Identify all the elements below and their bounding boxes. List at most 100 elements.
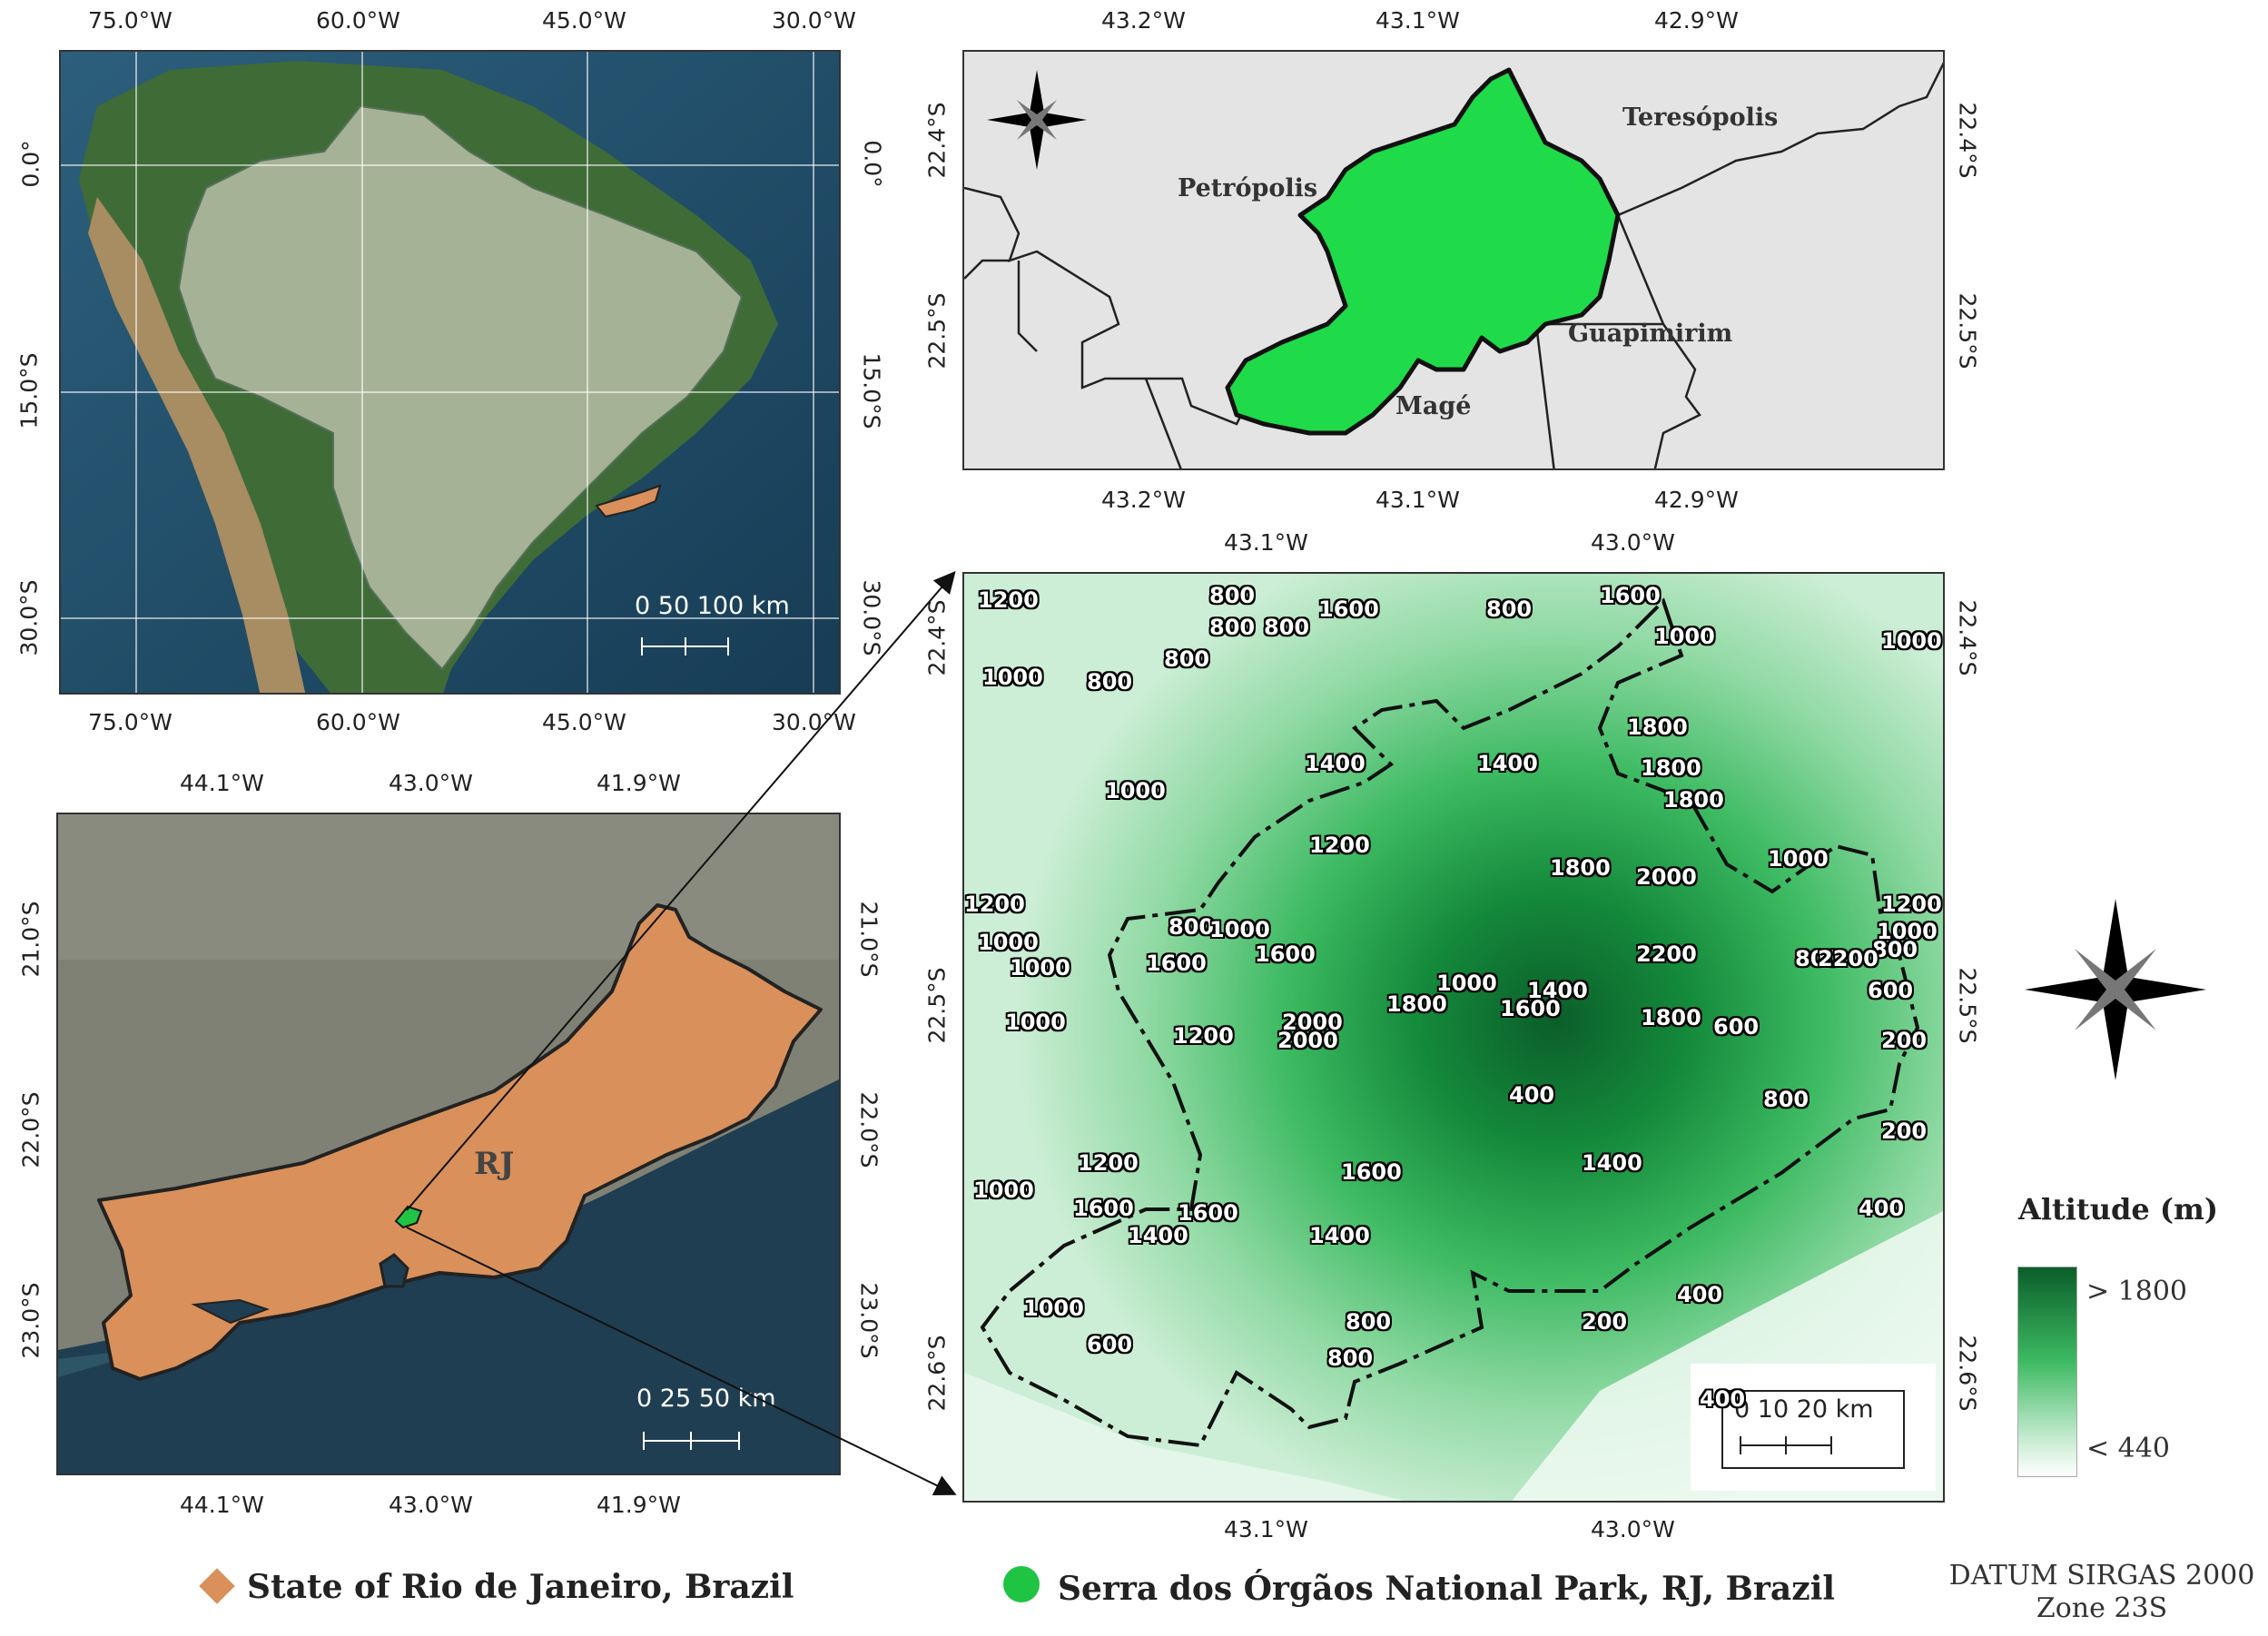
contour-label: 1200 [1078,1150,1139,1176]
tick-label: 43.0°W [1591,1516,1675,1542]
datum-label: DATUM SIRGAS 2000 Zone 23S [1943,1560,2261,1625]
contour-label: 800 [1209,583,1256,608]
contour-label: 1200 [1173,1023,1234,1049]
tick-label: 43.1°W [1376,487,1460,513]
contour-label: 1000 [1654,624,1715,649]
contour-label: 400 [1700,1386,1746,1412]
tick-label: 41.9°W [597,770,681,796]
contour-label: 1000 [973,1178,1034,1203]
contour-label: 1800 [1550,855,1611,881]
tick-label: 75.0°W [88,7,173,34]
contour-label: 800 [1486,596,1533,622]
south-america-map: 0 50 100 km [59,50,841,695]
contour-label: 1200 [978,587,1039,613]
contour-label: 600 [1868,978,1914,1003]
tick-label: 43.1°W [1224,529,1308,556]
contour-label: 1000 [978,930,1039,955]
municipality-label: Magé [1395,392,1472,420]
contour-label: 1000 [1877,919,1938,944]
rj-state-label: RJ [474,1146,515,1182]
contour-label: 1200 [964,892,1025,917]
contour-label: 1000 [1005,1010,1066,1035]
tick-label: 30.0°W [772,709,856,735]
contour-label: 1000 [982,665,1043,690]
contour-label: 1600 [1073,1196,1134,1221]
contour-label: 800 [1327,1345,1374,1371]
legend-title: Altitude (m) [2018,1192,2218,1227]
contour-label: 1800 [1663,787,1724,813]
contour-label: 1600 [1500,996,1561,1021]
north-arrow [987,70,1087,170]
contour-label: 1600 [1600,583,1661,608]
tick-label: 44.1°W [180,770,264,796]
tick-label: 43.0°W [389,770,473,796]
tick-label: 43.0°W [389,1492,473,1518]
contour-label: 1800 [1641,755,1701,781]
tick-label: 42.9°W [1654,7,1739,34]
contour-label: 1600 [1146,951,1207,976]
tick-label: 43.2°W [1101,487,1186,513]
tick-label: 42.9°W [1654,487,1739,513]
park-legend-swatch [1003,1566,1040,1602]
contour-label: 800 [1169,914,1215,940]
contour-label: 200 [1582,1309,1628,1335]
contour-label: 1600 [1178,1200,1238,1226]
contour-label: 2000 [1282,1010,1343,1035]
contour-label: 1000 [1010,955,1070,981]
south-america-satellite [61,52,839,693]
municipal-boundaries [964,52,1943,468]
tick-label: 43.0°W [1591,529,1675,556]
contour-label: 800 [1763,1087,1809,1112]
tick-label: 45.0°W [542,7,626,34]
contour-label: 2000 [1277,1028,1338,1053]
altitude-surface [964,574,1943,1501]
graticule [61,52,839,693]
contour-label: 1400 [1582,1150,1642,1176]
contour-label: 800 [1087,669,1133,695]
tick-label: 43.1°W [1224,1516,1308,1542]
contour-label: 1400 [1527,978,1588,1003]
contour-label: 1800 [1641,1005,1701,1030]
contour-label: 1200 [1881,892,1942,917]
contour-label: 2000 [1636,864,1697,890]
contour-label: 800 [1872,937,1918,962]
scale-bar [643,1432,740,1450]
contour-label: 1000 [1881,628,1942,654]
contour-label: 1000 [1105,778,1166,803]
park-boundary [980,597,1920,1448]
contour-label: 200 [1881,1119,1928,1144]
legend-low-label: < 440 [2086,1433,2170,1464]
municipality-label: Teresópolis [1622,103,1779,132]
contour-label: 200 [1881,1028,1928,1053]
rj-state-map: RJ 0 25 50 km [56,813,841,1475]
legend-high-label: > 1800 [2086,1276,2188,1307]
tick-label: 43.1°W [1376,7,1460,34]
contour-label: 800 [1346,1309,1392,1335]
tick-label: 75.0°W [88,709,173,735]
scale-bar [641,637,729,655]
contour-label: 600 [1087,1332,1133,1357]
compass-rose [2025,899,2206,1080]
municipal-map: Petrópolis Teresópolis Guapimirim Magé [962,50,1945,470]
scale-bar [1740,1436,1832,1454]
scale-box [1691,1364,1936,1491]
contour-label: 1200 [1309,833,1370,858]
contour-label: 1400 [1305,751,1366,776]
tick-label: 30.0°W [772,7,856,34]
scale-bar-label: 0 50 100 km [635,592,790,620]
tick-label: 43.2°W [1101,7,1186,34]
municipality-label: Petrópolis [1178,174,1318,202]
contour-label: 400 [1677,1282,1723,1307]
datum-line-1: DATUM SIRGAS 2000 [1948,1560,2255,1592]
park-location [394,1205,423,1229]
contour-label: 1600 [1255,941,1316,967]
contour-label: 2200 [1818,946,1878,971]
altitude-map: 0 10 20 km 1200 800 800 800 800 1600 1000 1000 8… [962,572,1945,1503]
tick-label: 60.0°W [316,709,400,735]
tick-label: 45.0°W [542,709,626,735]
park-legend-label: Serra dos Órgãos National Park, RJ, Braz… [1058,1570,1836,1608]
contour-label: 1000 [1436,971,1497,996]
rj-satellite [58,814,839,1473]
contour-label: 400 [1509,1082,1555,1108]
